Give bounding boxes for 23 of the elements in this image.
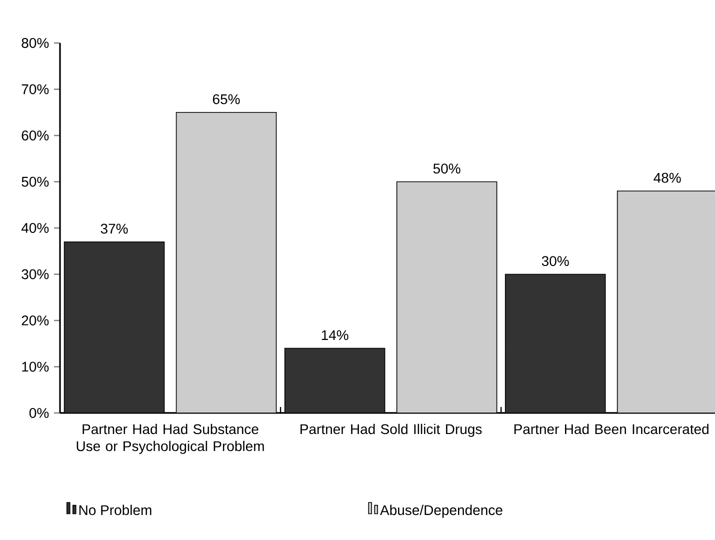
legend-label: No Problem: [79, 504, 152, 516]
y-tick-label: 70%: [22, 84, 49, 94]
data-label: 50%: [433, 164, 460, 174]
x-tick-label: Partner Had Been Incarcerated: [514, 424, 708, 434]
legend-label: Abuse/Dependence: [380, 504, 502, 518]
data-label: 48%: [654, 172, 681, 183]
bar: [64, 241, 165, 413]
y-tick-label: 30%: [22, 269, 49, 280]
y-tick-label: 60%: [22, 130, 49, 140]
x-tick-label: Partner Had Sold Illicit Drugs: [300, 424, 482, 437]
bar: [504, 274, 606, 413]
y-tick-label: 50%: [22, 176, 49, 187]
bar: [284, 348, 386, 413]
x-tick-label: Partner Had Had Substance Use or Psychological Problem: [76, 424, 264, 454]
y-tick-label: 20%: [22, 316, 49, 326]
data-label: 14%: [322, 330, 348, 340]
data-label: 30%: [542, 256, 569, 266]
data-label: 65%: [212, 94, 240, 104]
y-tick-label: 40%: [21, 223, 49, 233]
y-tick-label: 0%: [29, 408, 49, 418]
data-label: 37%: [100, 224, 128, 234]
y-tick-label: 10%: [22, 362, 49, 372]
y-tick-label: 80%: [22, 38, 49, 48]
